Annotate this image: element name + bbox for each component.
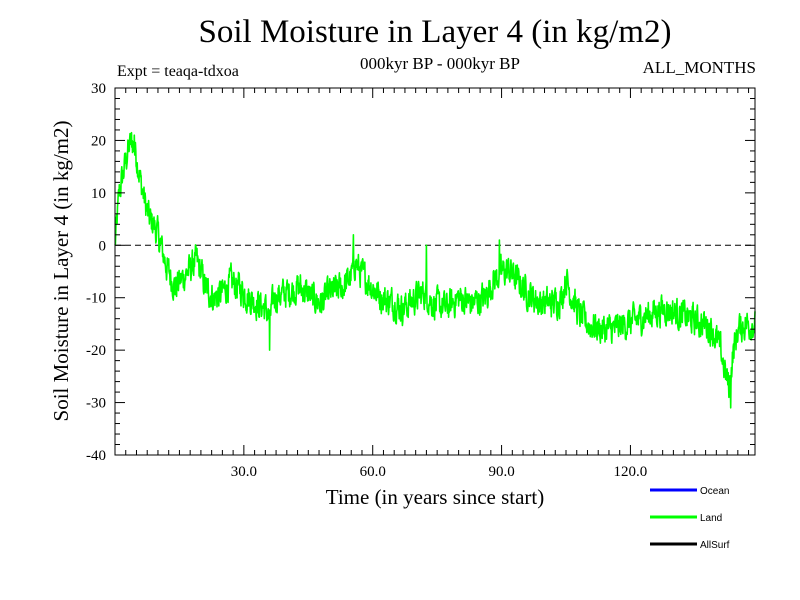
y-tick-label: 10 [91, 186, 106, 202]
plot-frame [114, 87, 756, 456]
legend-label-ocean: Ocean [700, 486, 729, 497]
x-tick-label: 120.0 [614, 464, 648, 480]
legend: Ocean Land AllSurf [650, 486, 730, 551]
x-tick-label: 90.0 [488, 464, 514, 480]
series-line-land [114, 131, 756, 409]
y-axis-label: Soil Moisture in Layer 4 (in kg/m2) [49, 121, 73, 422]
y-tick-label: -20 [86, 343, 106, 359]
y-tick-label: 30 [91, 81, 106, 97]
x-axis-label: Time (in years since start) [326, 485, 545, 509]
experiment-label: Expt = teaqa-tdxoa [117, 63, 239, 80]
y-tick-label: -30 [86, 396, 106, 412]
time-period: 000kyr BP - 000kyr BP [360, 54, 520, 73]
y-tick-label: -10 [86, 291, 106, 307]
x-tick-label: 30.0 [231, 464, 257, 480]
y-tick-label: 20 [91, 133, 106, 149]
season-label: ALL_MONTHS [642, 58, 756, 77]
y-tick-label: 0 [99, 238, 107, 254]
legend-label-allsurf: AllSurf [700, 540, 730, 551]
legend-label-land: Land [700, 513, 722, 524]
x-tick-label: 60.0 [360, 464, 386, 480]
y-tick-label: -40 [86, 448, 106, 464]
chart-title: Soil Moisture in Layer 4 (in kg/m2) [198, 14, 672, 50]
